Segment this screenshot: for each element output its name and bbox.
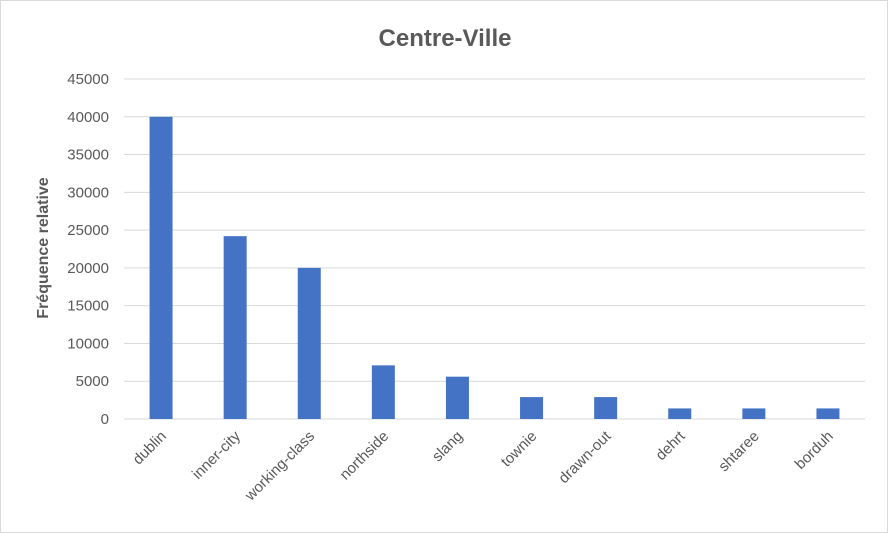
x-tick-label: slang (429, 428, 466, 465)
x-tick-label: northside (337, 428, 393, 484)
bar-slang (445, 376, 469, 419)
bar-northside (371, 365, 395, 419)
bar-townie (520, 397, 544, 419)
x-tick-label: dehrt (652, 427, 689, 464)
bar-dublin (149, 116, 173, 420)
y-tick-label: 40000 (67, 109, 109, 126)
bars (149, 116, 840, 420)
x-tick-label: inner-city (189, 427, 244, 482)
bar-working-class (297, 267, 321, 419)
x-tick-label: working-class (241, 428, 318, 505)
gridlines (124, 78, 865, 420)
y-tick-label: 25000 (67, 222, 109, 239)
bar-shtaree (742, 408, 766, 419)
y-tick-label: 0 (101, 411, 109, 428)
y-tick-label: 20000 (67, 260, 109, 277)
y-tick-label: 45000 (67, 71, 109, 88)
x-tick-label: borduh (792, 428, 837, 473)
y-axis-ticks: 0 5000 10000 15000 20000 25000 30000 35000 40000… (67, 71, 109, 428)
y-tick-label: 10000 (67, 335, 109, 352)
y-tick-label: 35000 (67, 147, 109, 164)
y-axis-label: Fréquence relative (35, 177, 52, 319)
bar-dehrt (668, 408, 692, 419)
chart-title: Centre-Ville (379, 25, 512, 52)
x-tick-label: townie (498, 428, 541, 471)
x-tick-label: shtaree (715, 428, 762, 475)
y-tick-label: 5000 (76, 373, 109, 390)
y-tick-label: 30000 (67, 184, 109, 201)
bar-drawn-out (594, 397, 618, 419)
bar-inner-city (223, 236, 247, 419)
x-tick-label: dublin (130, 428, 170, 468)
y-tick-label: 15000 (67, 298, 109, 315)
bar-borduh (816, 408, 840, 419)
x-tick-label: drawn-out (555, 427, 615, 487)
